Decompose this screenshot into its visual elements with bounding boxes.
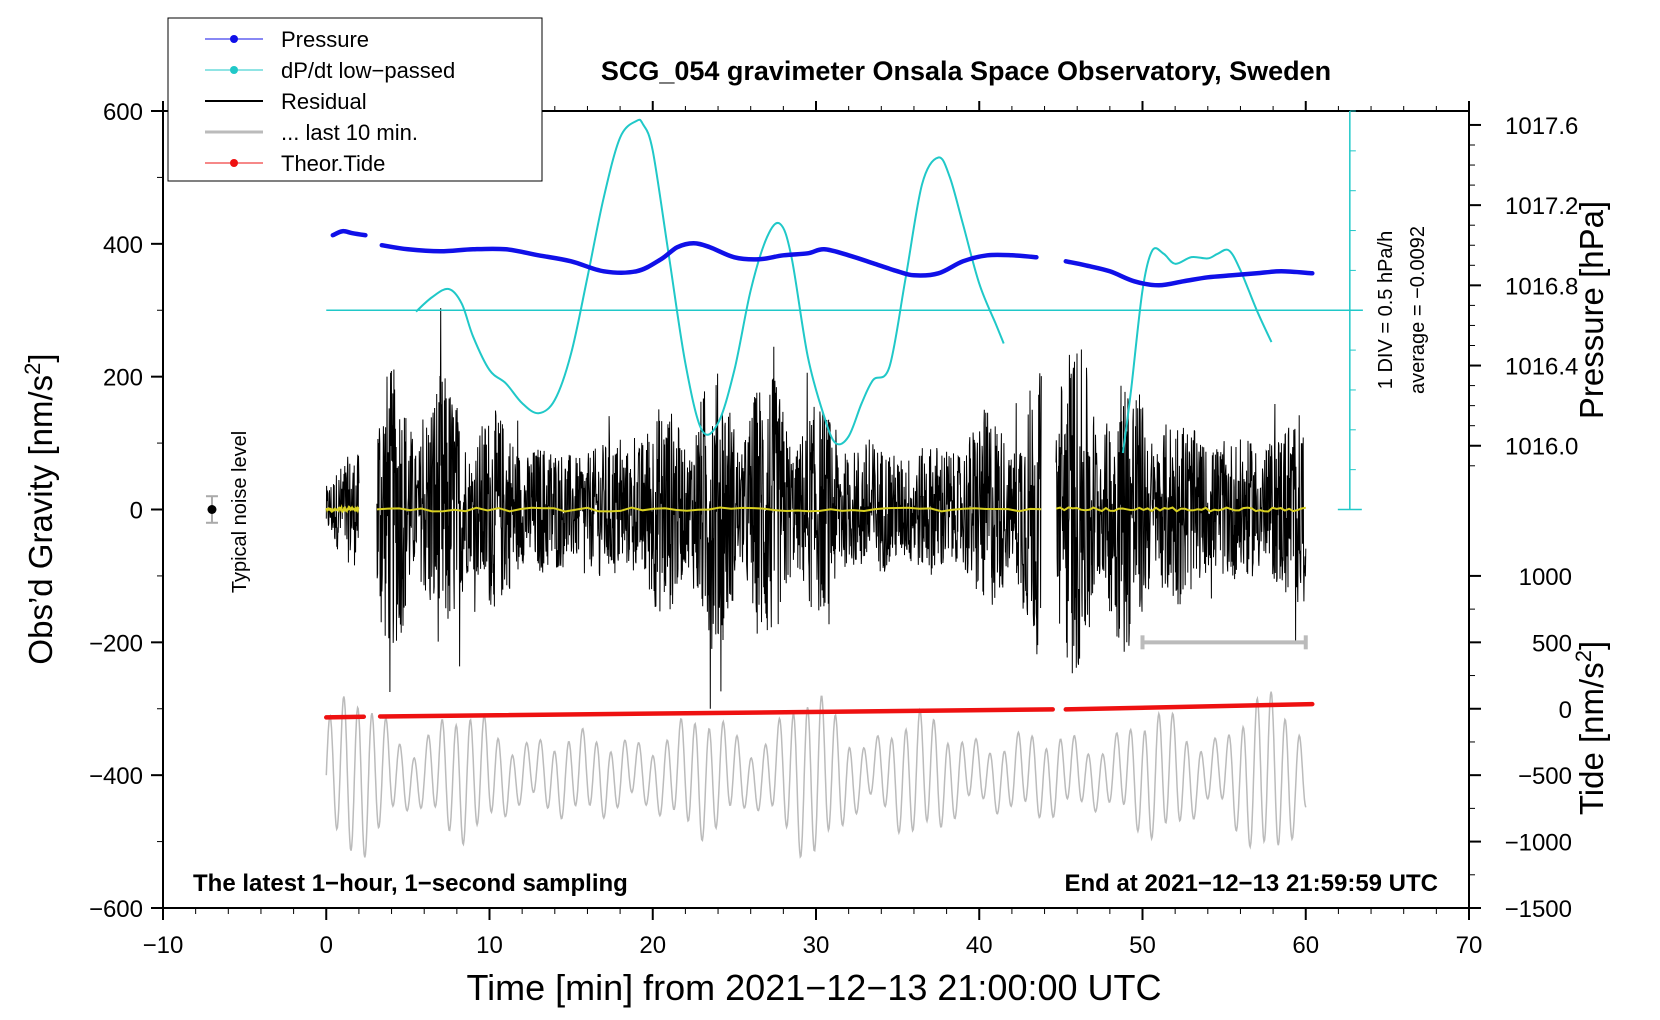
pressure-trace bbox=[330, 228, 1315, 288]
pressure-tick-label: 1016.0 bbox=[1505, 434, 1578, 461]
pressure-tick-label: 1016.8 bbox=[1505, 273, 1578, 300]
tide-axis: −1500 −1000 −500 0 500 1000 bbox=[1469, 564, 1572, 923]
chart-annotations-layer bbox=[205, 110, 1363, 650]
legend-label: Theor.Tide bbox=[281, 151, 385, 176]
dpdt-segment bbox=[415, 118, 1005, 446]
tide-axis-label: Tide [nm/s2] bbox=[1571, 641, 1610, 815]
x-tick-label: 30 bbox=[803, 932, 830, 959]
legend-entry-pressure: Pressure bbox=[205, 27, 369, 52]
noise-level-label: Typical noise level bbox=[229, 431, 251, 593]
pressure-segment bbox=[330, 228, 368, 238]
y-tick-label: 600 bbox=[103, 99, 143, 126]
residual-segment bbox=[1055, 349, 1307, 674]
pressure-tick-label: 1017.6 bbox=[1505, 113, 1578, 140]
legend-entry-last10: ... last 10 min. bbox=[205, 120, 418, 145]
x-tick-label: −10 bbox=[143, 932, 184, 959]
pressure-segment bbox=[379, 240, 1039, 278]
dpdt-segment bbox=[1121, 247, 1273, 454]
residual-segment bbox=[325, 454, 360, 566]
dpdt-average-label: average = −0.0092 bbox=[1407, 226, 1429, 394]
tide-tick-label: 1000 bbox=[1519, 564, 1572, 591]
y-tick-label: −400 bbox=[89, 763, 143, 790]
y-axis-label: Obs’d Gravity [nm/s2] bbox=[20, 353, 59, 664]
pressure-axis: 1016.0 1016.4 1016.8 1017.2 1017.6 bbox=[1469, 113, 1578, 467]
noise-marker bbox=[207, 505, 217, 514]
y-tick-label: 0 bbox=[130, 498, 143, 525]
x-tick-label: 20 bbox=[639, 932, 666, 959]
residual-smoothed-trace bbox=[325, 504, 1306, 514]
x-tick-label: 40 bbox=[966, 932, 993, 959]
legend-label: dP/dt low−passed bbox=[281, 58, 455, 83]
grey-tide-line bbox=[325, 691, 1307, 859]
x-tick-label: 10 bbox=[476, 932, 503, 959]
legend-label: ... last 10 min. bbox=[281, 120, 418, 145]
dpdt-scale-label: 1 DIV = 0.5 hPa/h bbox=[1375, 231, 1397, 389]
theoretical-tide-trace bbox=[324, 701, 1315, 720]
tide-tick-label: 0 bbox=[1559, 697, 1572, 724]
x-axis-label: Time [min] from 2021−12−13 21:00:00 UTC bbox=[466, 967, 1161, 1008]
legend-box bbox=[167, 17, 543, 182]
legend-entry-tide: Theor.Tide bbox=[205, 151, 385, 176]
residual-smoothed-segment bbox=[1055, 506, 1306, 513]
x-tick-label: 0 bbox=[320, 932, 333, 959]
legend-marker bbox=[230, 35, 238, 43]
dpdt-trace bbox=[415, 118, 1273, 454]
residual-segment bbox=[376, 308, 1042, 709]
y-tick-label: −200 bbox=[89, 630, 143, 657]
tide-tick-label: 500 bbox=[1532, 630, 1572, 657]
pressure-segment bbox=[1063, 259, 1315, 288]
residual-smoothed-segment bbox=[325, 504, 360, 514]
y-tick-label: 200 bbox=[103, 365, 143, 392]
end-time-note: End at 2021−12−13 21:59:59 UTC bbox=[1064, 870, 1438, 897]
legend: Pressure dP/dt low−passed Residual ... l… bbox=[167, 17, 543, 182]
tide-segment bbox=[1063, 701, 1315, 712]
legend-marker bbox=[230, 66, 238, 74]
tide-tick-label: −500 bbox=[1518, 763, 1572, 790]
legend-entry-residual: Residual bbox=[205, 89, 367, 114]
pressure-tick-label: 1017.2 bbox=[1505, 193, 1578, 220]
sampling-note: The latest 1−hour, 1−second sampling bbox=[193, 870, 628, 897]
pressure-axis-label: Pressure [hPa] bbox=[1573, 201, 1610, 419]
y-tick-label: 400 bbox=[103, 232, 143, 259]
x-tick-label: 70 bbox=[1456, 932, 1483, 959]
legend-label: Residual bbox=[281, 89, 367, 114]
x-axis: −10 0 10 20 30 40 50 60 70 bbox=[143, 101, 1483, 959]
grey-tide-trace bbox=[325, 691, 1307, 859]
x-tick-label: 60 bbox=[1292, 932, 1319, 959]
tide-segment bbox=[324, 714, 367, 720]
tide-segment bbox=[377, 707, 1055, 719]
residual-smoothed-segment bbox=[376, 506, 1042, 513]
y-axis-left: −600 −400 −200 0 200 400 600 bbox=[89, 99, 163, 923]
pressure-tick-label: 1016.4 bbox=[1505, 354, 1578, 381]
legend-label: Pressure bbox=[281, 27, 369, 52]
y-tick-label: −600 bbox=[89, 896, 143, 923]
chart-title: SCG_054 gravimeter Onsala Space Observat… bbox=[601, 56, 1331, 86]
x-tick-label: 50 bbox=[1129, 932, 1156, 959]
tide-tick-label: −1500 bbox=[1505, 896, 1572, 923]
legend-marker bbox=[230, 159, 238, 167]
residual-trace bbox=[325, 308, 1307, 709]
legend-entry-dpdt: dP/dt low−passed bbox=[205, 58, 455, 83]
tide-tick-label: −1000 bbox=[1505, 830, 1572, 857]
